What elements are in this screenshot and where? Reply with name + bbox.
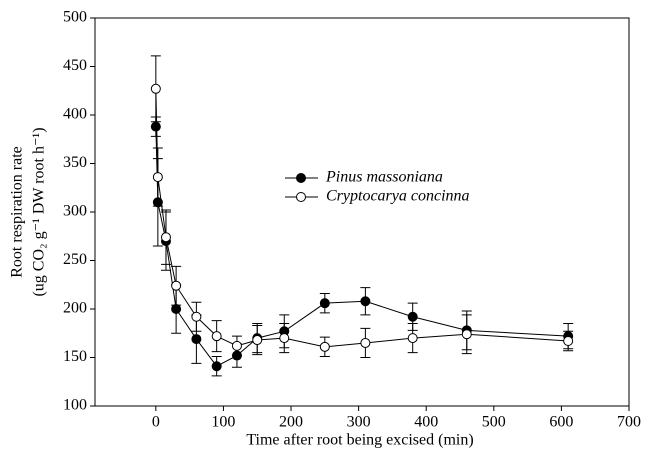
data-point	[191, 311, 202, 322]
data-point	[252, 335, 263, 346]
x-tick-label: 200	[279, 414, 303, 431]
y-tick-label: 350	[63, 154, 87, 171]
data-point	[152, 172, 163, 183]
x-tick-label: 400	[414, 414, 438, 431]
y-axis-label: Root respiration rate	[9, 146, 26, 278]
data-point	[211, 331, 222, 342]
y-axis-label-group: Root respiration rate (ug CO₂ g⁻¹ DW roo…	[9, 127, 48, 296]
data-point	[191, 334, 202, 345]
y-axis-label: (ug CO₂ g⁻¹ DW root h⁻¹)	[31, 127, 48, 296]
x-tick-label: 100	[211, 414, 235, 431]
data-point	[211, 361, 222, 372]
y-tick-label: 500	[63, 9, 87, 26]
data-point	[563, 336, 574, 347]
y-tick-label: 200	[63, 300, 87, 317]
data-point	[150, 121, 161, 132]
data-point	[407, 311, 418, 322]
plot-frame	[94, 17, 630, 407]
data-point	[319, 341, 330, 352]
legend-label: Pinus massoniana	[325, 169, 443, 186]
x-tick-label: 0	[152, 414, 160, 431]
data-point	[279, 333, 290, 344]
y-tick-label: 300	[63, 203, 87, 220]
legend-label: Cryptocarya concinna	[326, 188, 470, 205]
data-point	[231, 340, 242, 351]
x-tick-label: 600	[549, 414, 573, 431]
series-line	[155, 126, 569, 367]
y-tick-label: 450	[63, 57, 87, 74]
x-tick-label: 500	[482, 414, 506, 431]
data-point	[231, 350, 242, 361]
y-tick-label: 150	[63, 348, 87, 365]
y-tick-label: 250	[63, 251, 87, 268]
data-point	[152, 197, 163, 208]
data-point	[171, 280, 182, 291]
data-point	[171, 304, 182, 314]
legend-marker	[296, 173, 306, 183]
data-point	[461, 329, 472, 340]
data-point	[319, 298, 330, 309]
data-point	[160, 232, 171, 243]
y-tick-label: 400	[63, 106, 87, 123]
data-point	[150, 83, 161, 94]
data-point	[407, 333, 418, 344]
x-tick-label: 700	[617, 414, 641, 431]
legend-marker	[296, 192, 306, 202]
x-axis-label: Time after root being excised (min)	[246, 432, 473, 449]
x-tick-label: 300	[347, 414, 371, 431]
data-point	[360, 296, 371, 307]
data-point	[360, 337, 371, 348]
series-line	[155, 88, 569, 348]
y-tick-label: 100	[63, 397, 87, 414]
